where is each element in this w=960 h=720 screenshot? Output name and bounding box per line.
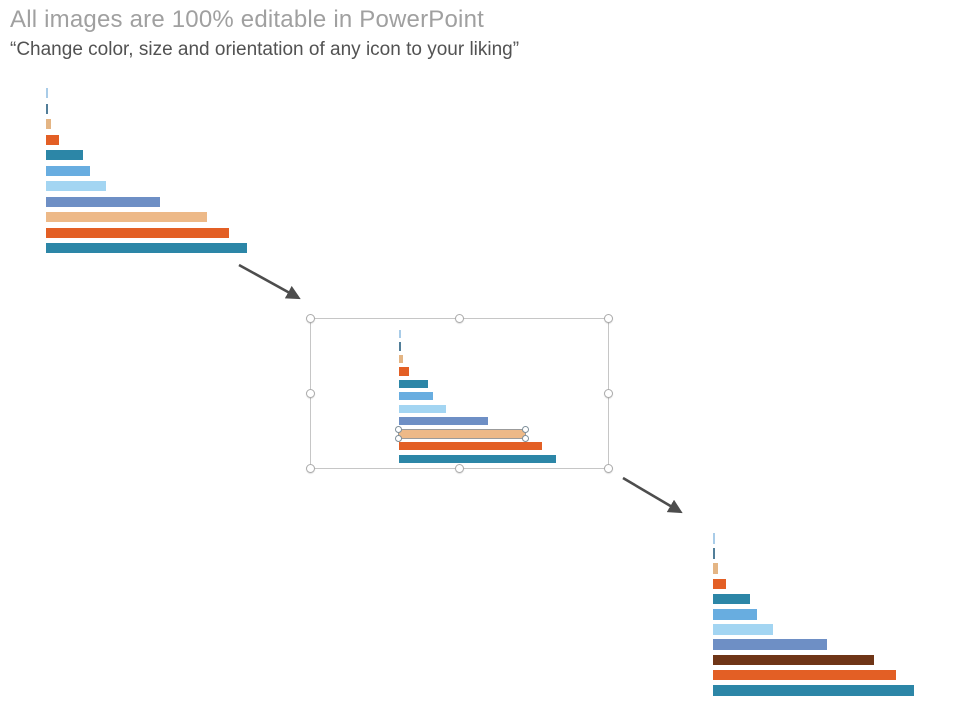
bar-teal-small[interactable] xyxy=(399,379,428,388)
bar-steel-blue-large[interactable] xyxy=(713,639,827,650)
bar-resize-handle[interactable] xyxy=(395,425,402,433)
bar-pale-blue-medium[interactable] xyxy=(399,404,446,413)
bar-tan-large[interactable] xyxy=(713,654,874,666)
bar-steel-blue-large[interactable] xyxy=(46,196,160,207)
bar-orange-small[interactable] xyxy=(713,578,726,590)
bar-tan-tiny[interactable] xyxy=(713,563,718,574)
bar-teal-small[interactable] xyxy=(46,150,83,160)
bar-orange-large[interactable] xyxy=(46,227,229,238)
bar-tan-tiny[interactable] xyxy=(399,354,403,364)
bar-pale-blue-medium[interactable] xyxy=(46,181,106,191)
arrow-icon[interactable] xyxy=(622,476,683,514)
bar-resize-handle[interactable] xyxy=(521,434,529,442)
bar-pale-blue-medium[interactable] xyxy=(713,624,773,635)
bar-teal-large[interactable] xyxy=(713,685,914,696)
bar-tick-slate[interactable] xyxy=(713,548,715,559)
arrow-icon[interactable] xyxy=(238,263,301,300)
bar-tan-tiny[interactable] xyxy=(46,119,51,129)
bar-tick-light-blue[interactable] xyxy=(713,533,715,544)
bar-teal-large[interactable] xyxy=(399,454,556,463)
selection-handle-middle-left[interactable] xyxy=(306,388,315,398)
bar-tick-slate[interactable] xyxy=(46,103,48,114)
bar-teal-small[interactable] xyxy=(713,593,750,605)
bar-tan-large[interactable] xyxy=(395,425,529,442)
selection-handle-top-right[interactable] xyxy=(604,314,613,323)
bar-blue-medium[interactable] xyxy=(46,165,90,176)
selection-box xyxy=(306,314,613,473)
selection-handle-bottom-right[interactable] xyxy=(604,464,613,473)
chart-recolored-copy[interactable] xyxy=(713,533,923,699)
bar-blue-medium[interactable] xyxy=(399,392,434,401)
bar-resize-handle[interactable] xyxy=(521,425,529,433)
selection-handle-middle-right[interactable] xyxy=(604,388,613,398)
bar-orange-large[interactable] xyxy=(713,669,896,681)
selection-handle-bottom-left[interactable] xyxy=(306,464,315,473)
chart-original[interactable] xyxy=(46,88,256,254)
bar-tan-large[interactable] xyxy=(46,212,207,222)
bar-tick-light-blue[interactable] xyxy=(399,330,401,339)
bar-teal-large[interactable] xyxy=(46,243,247,253)
bar-tick-slate[interactable] xyxy=(399,342,401,351)
selection-handle-bottom-center[interactable] xyxy=(454,464,464,473)
bar-orange-small[interactable] xyxy=(399,367,410,376)
bar-tick-light-blue[interactable] xyxy=(46,88,48,98)
chart-selected-copy[interactable] xyxy=(395,330,564,464)
bar-resize-handle[interactable] xyxy=(395,434,402,442)
page-title: All images are 100% editable in PowerPoi… xyxy=(10,6,484,33)
selection-handle-top-left[interactable] xyxy=(306,314,315,323)
bar-orange-large[interactable] xyxy=(399,442,542,451)
bar-orange-small[interactable] xyxy=(46,134,59,145)
bar-blue-medium[interactable] xyxy=(713,609,757,620)
slide-header: All images are 100% editable in PowerPoi… xyxy=(10,5,950,63)
bar-steel-blue-large[interactable] xyxy=(399,417,488,426)
selection-handle-top-center[interactable] xyxy=(454,314,464,323)
page-subtitle: “Change color, size and orientation of a… xyxy=(10,39,520,60)
